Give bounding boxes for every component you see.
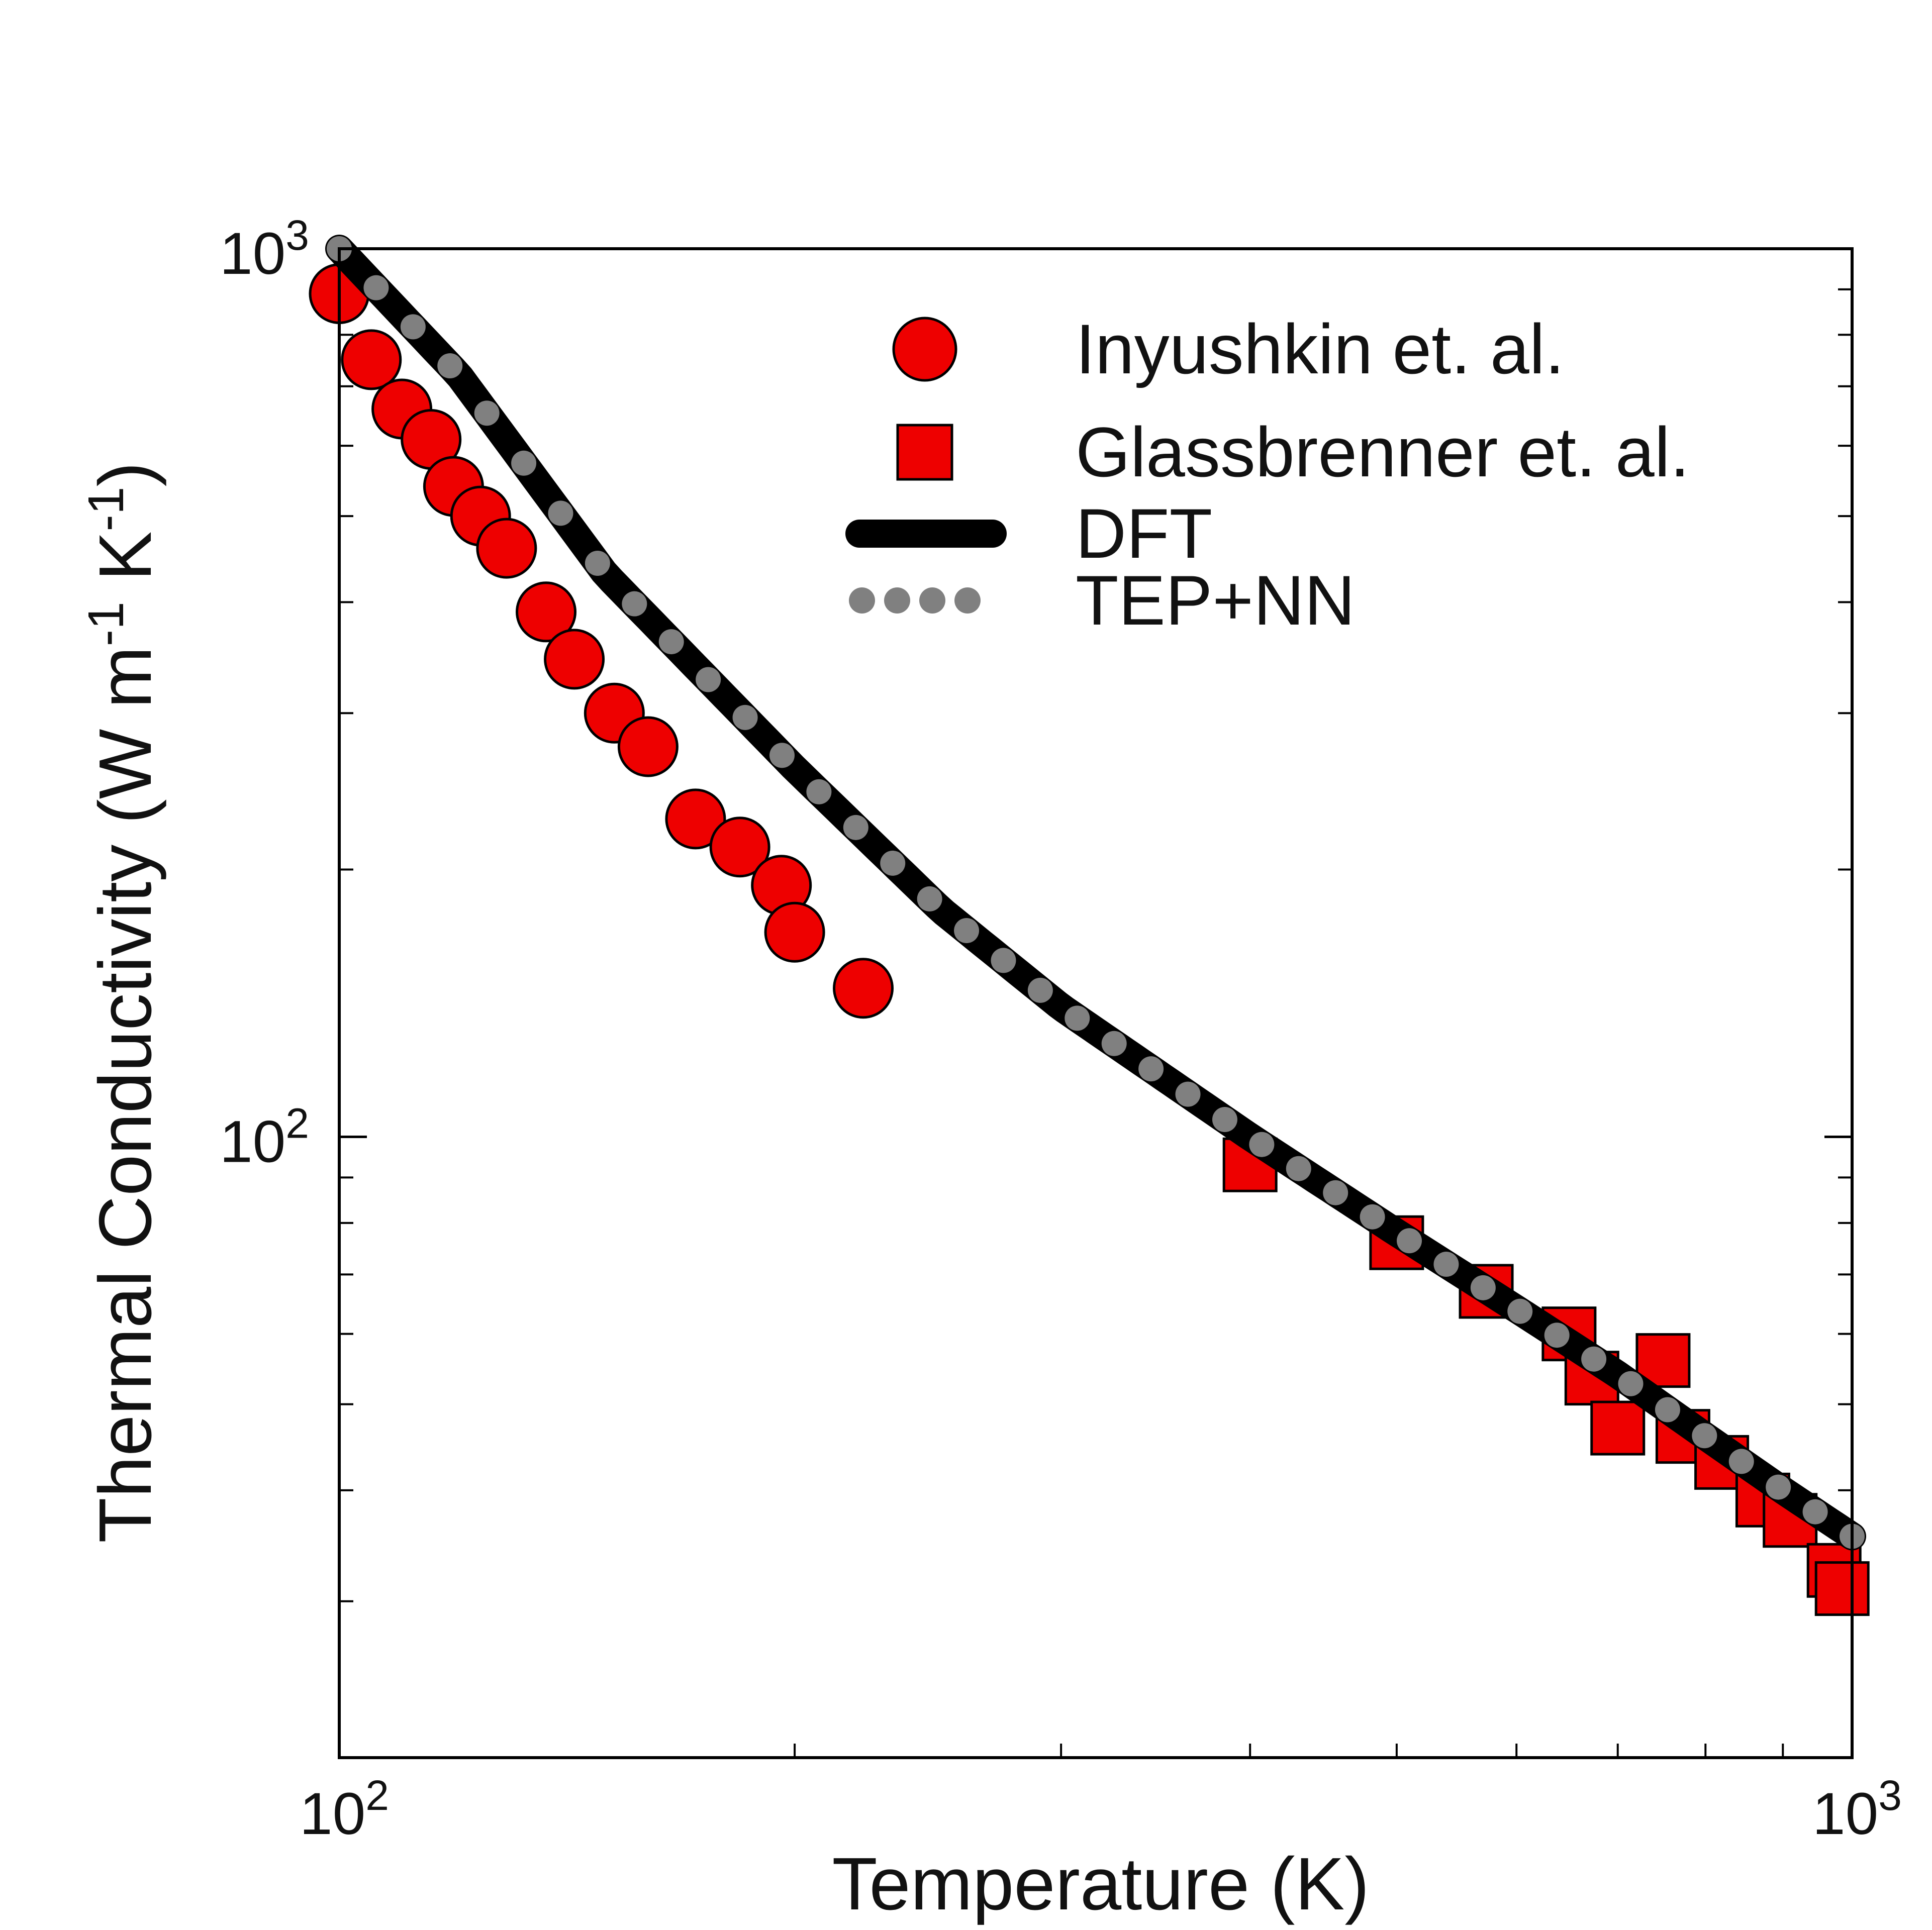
tep-nn-dot [880, 850, 906, 876]
inyushkin-point [544, 629, 605, 690]
tep-nn-dot [1286, 1156, 1311, 1181]
tep-nn-dot [1655, 1397, 1680, 1423]
tep-nn-dot [658, 629, 684, 655]
tep-nn-dot [806, 779, 832, 804]
tep-nn-dot [548, 500, 573, 526]
legend-tep-nn-dot [919, 587, 945, 614]
glassbrenner-point [1814, 1561, 1870, 1616]
tep-nn-dot [400, 314, 426, 340]
tep-nn-dot [622, 591, 647, 617]
legend-tep-nn-dot [849, 587, 875, 614]
legend-label: TEP+NN [1076, 561, 1355, 640]
tep-nn-dot [437, 353, 463, 379]
tep-nn-dot [1249, 1132, 1275, 1157]
tep-nn-dot [1065, 1005, 1090, 1031]
y-tick-labels: 102 103 [220, 212, 309, 1175]
tep-nn-dot [843, 815, 868, 840]
legend-label: Glassbrenner et. al. [1076, 413, 1690, 491]
x-axis-title: Temperature (K) [832, 1843, 1369, 1925]
inyushkin-point [665, 788, 726, 850]
tep-nn-dot [474, 400, 500, 426]
tep-nn-dot [1101, 1031, 1127, 1056]
tep-nn-dot [1507, 1298, 1533, 1324]
y-axis-title: Thermal Conductivity (W m-1 K-1) [78, 462, 167, 1543]
tep-nn-dot [1728, 1449, 1754, 1474]
tep-nn-dot [1692, 1423, 1717, 1449]
inyushkin-point [617, 716, 679, 777]
tep-nn-dot [1397, 1228, 1422, 1254]
series-tep-nn [327, 236, 1865, 1549]
legend-tep-nn-dot [884, 587, 910, 614]
tep-nn-dot [1766, 1474, 1791, 1500]
y-tick-label: 103 [220, 212, 309, 287]
inyushkin-point [764, 901, 825, 963]
tep-nn-dot [991, 948, 1016, 973]
plot-frame [338, 247, 1854, 1759]
tep-nn-dot [585, 550, 610, 576]
x-tick-label: 103 [1812, 1772, 1902, 1847]
x-tick-labels: 102 103 [300, 1772, 1902, 1847]
legend-glassbrenner-symbol [896, 424, 953, 481]
tep-nn-dot [1470, 1275, 1496, 1300]
tep-nn-dot [917, 886, 942, 911]
inyushkin-point [833, 958, 894, 1019]
tep-nn-dot [1802, 1499, 1828, 1525]
tep-nn-dot [1138, 1056, 1164, 1082]
legend-tep-nn-dot [954, 587, 981, 614]
inyushkin-point [516, 581, 577, 643]
tep-nn-dot [732, 704, 758, 730]
inyushkin-point [476, 518, 537, 579]
inyushkin-point [709, 817, 770, 878]
tep-nn-dot [363, 275, 389, 300]
legend-label: DFT [1076, 494, 1212, 573]
glassbrenner-point [1590, 1400, 1646, 1456]
tep-nn-dot [1360, 1204, 1385, 1230]
tep-nn-dot [1544, 1323, 1570, 1348]
legend: Inyushkin et. al. Glassbrenner et. al.DFT… [845, 310, 1690, 640]
tep-nn-dot [1027, 977, 1053, 1003]
y-tick-label: 102 [220, 1100, 309, 1175]
inyushkin-point [341, 329, 402, 390]
legend-inyushkin-symbol [892, 317, 957, 382]
legend-label: Inyushkin et. al. [1076, 310, 1565, 388]
tep-nn-dot [1433, 1252, 1459, 1277]
tep-nn-dot [696, 667, 721, 692]
x-tick-label: 102 [300, 1772, 389, 1847]
tep-nn-dot [511, 450, 537, 476]
tep-nn-dot [1581, 1346, 1607, 1372]
tep-nn-dot [769, 743, 795, 768]
tep-nn-dot [1212, 1107, 1237, 1133]
tep-nn-dot [1175, 1081, 1201, 1107]
tep-nn-dot [1323, 1180, 1348, 1205]
tep-nn-dot [954, 918, 980, 944]
tep-nn-dot [1618, 1371, 1644, 1396]
series-layer [309, 235, 1870, 1616]
glassbrenner-point [1635, 1333, 1691, 1388]
